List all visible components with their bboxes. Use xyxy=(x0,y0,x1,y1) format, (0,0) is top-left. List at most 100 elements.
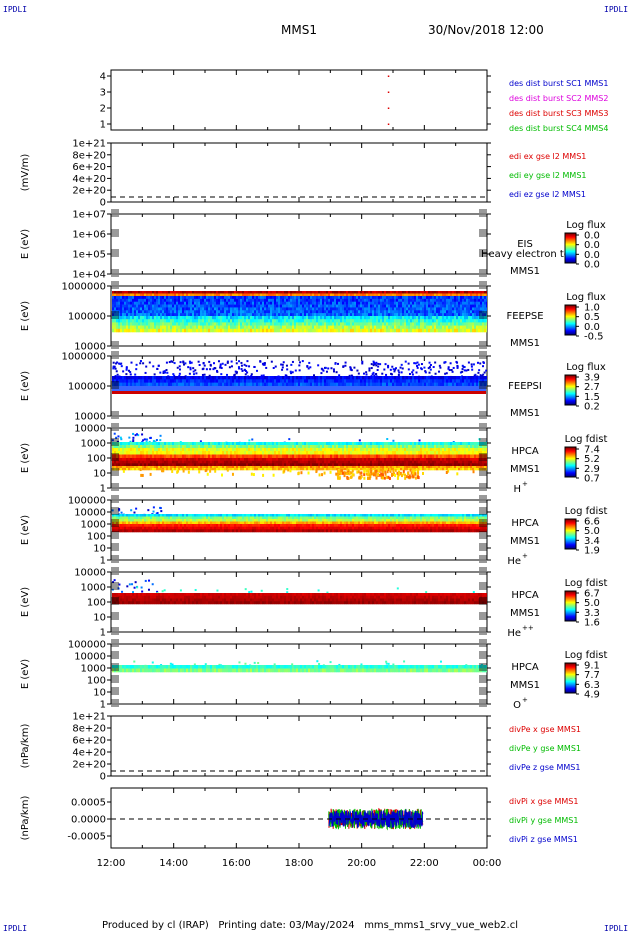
heatmap-cell xyxy=(472,307,475,311)
heatmap-cell xyxy=(114,313,117,317)
heatmap-cell xyxy=(208,291,211,294)
heatmap-cell xyxy=(454,298,457,303)
heatmap-cell xyxy=(364,301,367,305)
heatmap-cell xyxy=(444,307,447,311)
heatmap-cell xyxy=(326,298,329,303)
heatmap-cell xyxy=(238,382,241,387)
heatmap-cell xyxy=(382,379,385,383)
heatmap-cell xyxy=(220,293,223,297)
heatmap-cell xyxy=(440,379,443,383)
colorbar-swatch xyxy=(565,376,576,378)
heatmap-cell xyxy=(134,325,137,330)
heatmap-cell xyxy=(254,451,257,455)
heatmap-cell xyxy=(168,319,171,323)
heatmap-cell xyxy=(474,296,477,300)
heatmap-cell xyxy=(392,379,395,383)
heatmap-cell xyxy=(376,313,379,317)
heatmap-cell xyxy=(210,448,213,452)
heatmap-cell xyxy=(414,442,417,446)
heatmap-cell xyxy=(478,325,481,330)
heatmap-cell xyxy=(392,442,395,446)
heatmap-cell xyxy=(160,313,163,317)
heatmap-cell xyxy=(119,362,122,365)
heatmap-cell xyxy=(434,379,437,383)
heatmap-cell xyxy=(282,319,285,323)
heatmap-cell xyxy=(204,316,207,320)
heatmap-cell xyxy=(390,301,393,305)
heatmap-cell xyxy=(152,328,155,333)
heatmap-cell xyxy=(428,293,431,297)
heatmap-cell xyxy=(388,442,391,446)
heatmap-cell xyxy=(468,445,471,449)
heatmap-cell xyxy=(482,382,485,387)
heatmap-cell xyxy=(138,325,141,330)
heatmap-cell xyxy=(373,363,376,366)
heatmap-cell xyxy=(226,296,229,300)
heatmap-cell xyxy=(406,382,409,387)
heatmap-cell xyxy=(362,313,365,317)
heatmap-cell xyxy=(114,325,117,330)
heatmap-cell xyxy=(190,442,193,446)
heatmap-cell xyxy=(194,310,197,314)
heatmap-cell xyxy=(442,291,445,294)
heatmap-cell xyxy=(306,382,309,387)
heatmap-cell xyxy=(135,363,138,366)
heatmap-cell xyxy=(352,445,355,449)
heatmap-cell xyxy=(228,328,231,333)
heatmap-cell xyxy=(368,319,371,323)
heatmap-cell xyxy=(260,451,263,455)
heatmap-cell xyxy=(408,307,411,311)
heatmap-cell xyxy=(204,298,207,303)
heatmap-cell xyxy=(376,319,379,323)
heatmap-cell xyxy=(384,448,387,452)
heatmap-cell xyxy=(416,296,419,300)
heatmap-cell xyxy=(368,382,371,387)
heatmap-cell xyxy=(322,328,325,333)
heatmap-cell xyxy=(290,322,293,326)
heatmap-cell xyxy=(202,293,205,297)
heatmap-cell xyxy=(346,301,349,305)
heatmap-hpca_h xyxy=(111,432,487,480)
heatmap-cell xyxy=(442,304,445,308)
heatmap-cell xyxy=(114,293,117,297)
heatmap-cell xyxy=(470,445,473,449)
heatmap-cell xyxy=(376,298,379,303)
heatmap-cell xyxy=(170,310,173,314)
heatmap-cell xyxy=(260,298,263,303)
heatmap-cell xyxy=(170,322,173,326)
heatmap-cell xyxy=(428,442,431,446)
heatmap-cell xyxy=(200,319,203,323)
heatmap-cell xyxy=(242,445,245,449)
heatmap-cell xyxy=(416,328,419,333)
heatmap-cell xyxy=(264,379,267,383)
colorbar-swatch xyxy=(565,375,576,377)
heatmap-cell xyxy=(472,376,475,380)
heatmap-cell xyxy=(410,376,413,380)
heatmap-cell xyxy=(236,298,239,303)
heatmap-cell xyxy=(364,304,367,308)
heatmap-cell xyxy=(342,322,345,326)
heatmap-cell xyxy=(118,442,121,446)
heatmap-cell xyxy=(372,328,375,333)
heatmap-cell xyxy=(440,310,443,314)
heatmap-cell xyxy=(396,328,399,333)
heatmap-cell xyxy=(186,310,189,314)
heatmap-cell xyxy=(168,296,171,300)
heatmap-cell xyxy=(470,448,473,452)
heatmap-cell xyxy=(140,293,143,297)
heatmap-cell xyxy=(242,376,245,380)
y-tick-label-feepsi: 100000 xyxy=(68,382,106,393)
heatmap-cell xyxy=(430,296,433,300)
heatmap-cell xyxy=(153,373,156,376)
heatmap-cell xyxy=(291,360,294,363)
heatmap-cell xyxy=(180,293,183,297)
heatmap-cell xyxy=(420,382,423,387)
heatmap-cell xyxy=(452,376,455,380)
heatmap-cell xyxy=(266,328,269,333)
heatmap-cell xyxy=(182,319,185,323)
heatmap-cell xyxy=(424,370,427,373)
heatmap-cell xyxy=(338,442,341,446)
heatmap-cell xyxy=(412,379,415,383)
heatmap-cell xyxy=(370,310,373,314)
heatmap-cell xyxy=(285,374,288,377)
